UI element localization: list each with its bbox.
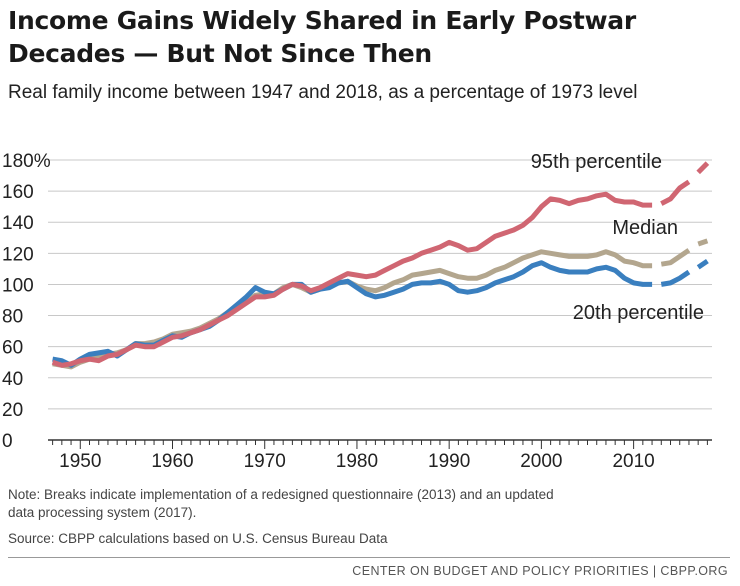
chart-series: [51, 161, 710, 370]
series-line-95th-percentile-segment-2: [660, 179, 691, 206]
series-line-95th-percentile-segment-1: [51, 191, 653, 368]
y-tick-label-60: 60: [2, 338, 23, 359]
x-tick-label-1990: 1990: [428, 451, 470, 472]
y-tick-label-20: 20: [2, 400, 23, 421]
series-label-median: Median: [612, 217, 678, 239]
chart-title: Income Gains Widely Shared in Early Post…: [8, 4, 732, 70]
series-labels: 95th percentile Median 20th percentile: [531, 151, 704, 324]
footer-divider: [8, 557, 730, 558]
y-tick-label-180: 180%: [2, 151, 51, 172]
chart-title-line-2: Decades — But Not Since Then: [8, 39, 432, 68]
y-tick-label-80: 80: [2, 307, 23, 328]
y-tick-label-160: 160: [2, 182, 34, 203]
x-tick-label-1970: 1970: [244, 451, 286, 472]
series-line-95th-percentile-segment-3: [696, 161, 710, 175]
footer-credit: CENTER ON BUDGET AND POLICY PRIORITIES |…: [352, 564, 728, 578]
chart-subtitle: Real family income between 1947 and 2018…: [8, 82, 638, 103]
x-tick-label-2000: 2000: [520, 451, 562, 472]
series-line-median-segment-3: [697, 238, 709, 247]
series-line-median-segment-2: [660, 248, 691, 267]
chart-note-line-2: data processing system (2017).: [8, 505, 197, 520]
y-tick-label-0: 0: [2, 431, 13, 452]
x-tick-label-1960: 1960: [151, 451, 193, 472]
series-label-95th-percentile: 95th percentile: [531, 151, 662, 173]
y-tick-label-100: 100: [2, 275, 34, 296]
series-line-20th-percentile-segment-1: [52, 260, 653, 368]
series-line-20th-percentile-segment-2: [660, 269, 691, 287]
x-axis: 1950 1960 1970 1980 1990 2000 2010: [48, 439, 712, 472]
chart-note: Note: Breaks indicate implementation of …: [8, 486, 728, 522]
series-line-20th-percentile-segment-3: [696, 259, 709, 270]
chart-source: Source: CBPP calculations based on U.S. …: [8, 531, 388, 546]
x-tick-label-1950: 1950: [59, 451, 101, 472]
series-label-20th-percentile: 20th percentile: [573, 302, 704, 324]
chart-title-line-1: Income Gains Widely Shared in Early Post…: [8, 6, 636, 35]
x-tick-label-1980: 1980: [336, 451, 378, 472]
y-tick-label-140: 140: [2, 213, 34, 234]
y-tick-label-120: 120: [2, 244, 34, 265]
y-axis-tick-labels: 0 20 40 60 80 100 120 140 160 180%: [2, 151, 51, 452]
y-tick-label-40: 40: [2, 369, 23, 390]
chart-note-line-1: Note: Breaks indicate implementation of …: [8, 487, 554, 502]
x-tick-label-2010: 2010: [612, 451, 654, 472]
